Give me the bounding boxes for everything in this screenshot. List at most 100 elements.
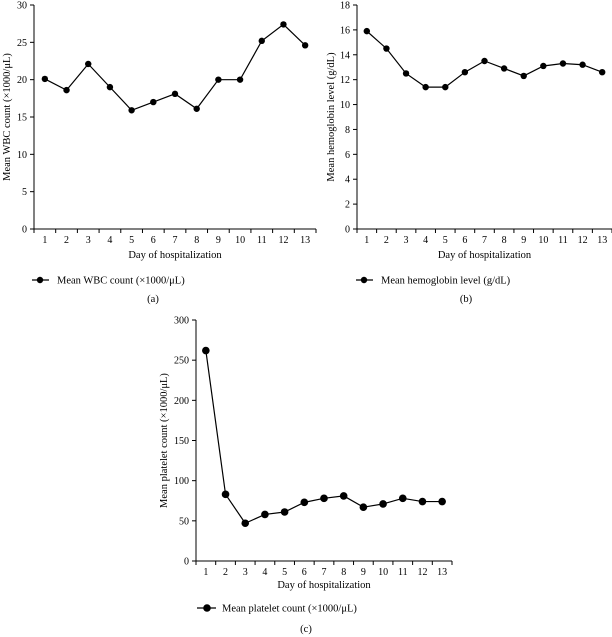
chart1-x-tick-label: 8: [194, 235, 199, 246]
chart3-y-tick-label: 0: [184, 557, 189, 568]
chart2-y-tick-label: 16: [340, 25, 350, 36]
chart1-data-point: [106, 83, 114, 91]
chart2-y-tick-label: 4: [345, 175, 350, 186]
chart1-y-tick-label: 20: [17, 75, 27, 86]
chart3-y-tick-label: 150: [174, 436, 189, 447]
chart1-y-axis-label: Mean WBC count (×1000/μL): [2, 53, 13, 181]
chart1-legend-marker: [36, 276, 44, 284]
chart3-x-tick-label: 13: [437, 567, 447, 578]
chart2-data-point: [500, 65, 508, 72]
chart3-x-axis-label: Day of hospitalization: [277, 580, 371, 591]
chart1-data-point: [280, 21, 287, 28]
chart2-data-point: [598, 69, 606, 76]
chart2-data-point: [579, 61, 586, 68]
chart3-data-point: [398, 494, 407, 503]
chart2-x-tick-label: 8: [502, 235, 507, 246]
chart3-legend-label: Mean platelet count (×1000/μL): [222, 604, 357, 615]
chart3-data-point: [379, 500, 387, 508]
chart3-y-axis-label: Mean platelet count (×1000/μL): [159, 373, 170, 508]
chart1-x-tick-label: 2: [64, 235, 69, 246]
chart2-legend-label: Mean hemoglobin level (g/dL): [381, 276, 511, 287]
chart1-x-tick-label: 12: [278, 235, 288, 246]
chart3-data-point: [280, 508, 289, 516]
chart2-data-point: [520, 72, 527, 80]
chart3-data-point: [359, 503, 368, 511]
chart2-data-point: [422, 83, 429, 91]
chart2-data-point: [540, 62, 547, 70]
chart3-data-point: [202, 346, 210, 355]
chart1-series-line: [44, 23, 306, 111]
chart2-panel-label: (b): [460, 294, 473, 305]
chart3-y-tick-label: 50: [179, 516, 189, 527]
chart1-x-tick-label: 11: [257, 235, 267, 246]
chart2-data-point: [559, 60, 567, 67]
chart3-x-tick-label: 2: [223, 567, 228, 578]
chart1-x-tick-label: 9: [216, 235, 221, 246]
chart2-data-point: [402, 70, 410, 77]
chart1-data-point: [128, 107, 135, 114]
chart3-x-tick-label: 12: [417, 567, 427, 578]
chart1-y-tick-label: 25: [17, 38, 27, 49]
chart3-x-tick-label: 8: [341, 567, 346, 578]
chart3-x-tick-label: 4: [262, 567, 267, 578]
chart3-x-tick-label: 11: [398, 567, 408, 578]
chart1-data-point: [236, 76, 244, 83]
chart3-y-tick-label: 200: [174, 396, 189, 407]
chart2-x-tick-label: 7: [482, 235, 487, 246]
chart2-legend-marker: [360, 276, 368, 284]
chart1-data-point: [215, 76, 222, 83]
chart2-x-tick-label: 3: [404, 235, 409, 246]
chart2-y-tick-label: 0: [345, 225, 350, 236]
chart1-panel-label: (a): [147, 294, 159, 305]
chart1-data-point: [85, 60, 92, 68]
chart1-x-tick-label: 3: [86, 235, 91, 246]
chart3-panel-label: (c): [300, 624, 312, 635]
chart1-x-tick-label: 1: [42, 235, 47, 246]
chart1-x-axis-label: Day of hospitalization: [128, 250, 222, 261]
chart3-x-tick-label: 3: [243, 567, 248, 578]
chart2-x-tick-label: 2: [384, 235, 389, 246]
chart2-y-tick-label: 6: [345, 150, 350, 161]
chart3-x-tick-label: 6: [302, 567, 307, 578]
chart2-data-point: [481, 57, 488, 65]
chart3-y-tick-label: 100: [174, 476, 189, 487]
chart1-x-tick-label: 4: [107, 235, 112, 246]
chart1-x-tick-label: 13: [300, 235, 310, 246]
chart2-y-tick-label: 18: [340, 1, 350, 12]
chart1-y-tick-label: 5: [22, 187, 27, 198]
chart1-y-tick-label: 10: [17, 150, 27, 161]
chart3-data-point: [241, 519, 250, 528]
chart2-x-tick-label: 1: [364, 235, 369, 246]
chart1-data-point: [193, 105, 200, 112]
chart3-data-point: [320, 494, 328, 503]
chart2-x-tick-label: 12: [578, 235, 588, 246]
chart2-x-axis-label: Day of hospitalization: [438, 250, 532, 261]
chart2-data-point: [442, 83, 449, 91]
chart1-data-point: [63, 86, 70, 94]
chart2-y-tick-label: 12: [340, 75, 350, 86]
chart3-y-tick-label: 250: [174, 356, 189, 367]
chart3-data-point: [438, 497, 446, 506]
chart2-x-tick-label: 13: [597, 235, 607, 246]
chart2-y-axis-label: Mean hemoglobin level (g/dL): [326, 52, 337, 182]
chart3-data-point: [221, 490, 230, 499]
chart3-data-point: [300, 498, 309, 507]
chart3-x-tick-label: 1: [203, 567, 208, 578]
chart1-x-tick-label: 6: [151, 235, 156, 246]
chart2-y-tick-label: 2: [345, 200, 350, 211]
chart3-data-point: [339, 492, 348, 500]
chart2-data-point: [383, 45, 390, 52]
chart3-x-tick-label: 10: [378, 567, 388, 578]
chart2-y-tick-label: 10: [340, 100, 350, 111]
chart2-data-point: [461, 69, 469, 76]
chart3-data-point: [418, 497, 427, 506]
chart2-x-tick-label: 5: [443, 235, 448, 246]
chart1-legend-label: Mean WBC count (×1000/μL): [57, 276, 185, 287]
chart2-x-tick-label: 4: [423, 235, 428, 246]
chart2-data-point: [363, 27, 371, 35]
chart2-x-tick-label: 9: [521, 235, 526, 246]
chart2-y-tick-label: 8: [345, 125, 350, 136]
chart1-data-point: [301, 42, 309, 49]
chart3-x-tick-label: 7: [322, 567, 327, 578]
